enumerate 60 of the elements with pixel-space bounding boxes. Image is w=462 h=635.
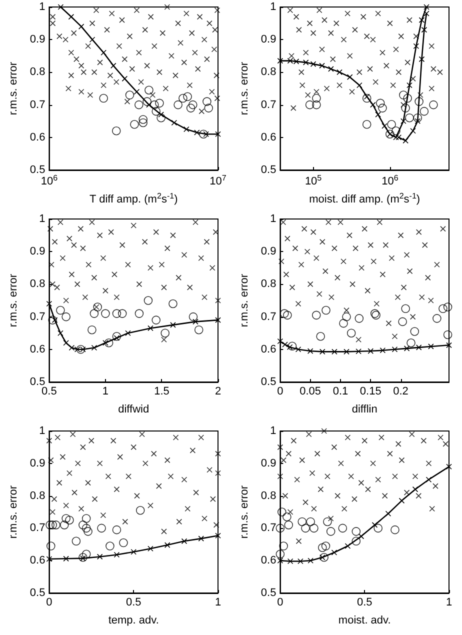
x-axis-title: difflin — [352, 404, 378, 416]
y-tick-label: 0.8 — [260, 278, 276, 290]
y-tick-label: 0.8 — [260, 490, 276, 502]
x-tick-label: 0 — [277, 596, 284, 608]
x-axis-title: temp. adv. — [108, 614, 159, 626]
y-tick-label: 0.6 — [260, 343, 276, 356]
y-tick-label: 0.6 — [260, 131, 276, 144]
y-tick-label: 0.9 — [30, 457, 46, 470]
x-axis-title: moist. adv. — [338, 614, 391, 626]
y-tick-label: 0.7 — [260, 98, 276, 111]
y-tick-label: 0.5 — [260, 376, 276, 388]
y-tick-label: 0.8 — [30, 490, 46, 502]
y-tick-label: 0.6 — [260, 554, 276, 567]
y-tick-label: 0.8 — [30, 66, 46, 78]
x-tick-label: 0.1 — [332, 386, 348, 398]
y-axis-title: r.m.s. error — [8, 485, 20, 539]
y-tick-label: 0.7 — [30, 98, 46, 111]
y-axis-title: r.m.s. error — [238, 485, 250, 539]
y-axis-title: r.m.s. error — [238, 62, 250, 116]
x-tick-label: 1 — [214, 596, 222, 608]
x-tick-label: 0 — [46, 596, 52, 608]
y-tick-label: 1 — [270, 213, 276, 225]
y-tick-label: 0.5 — [30, 587, 46, 599]
x-tick-label: 0.5 — [356, 596, 372, 608]
y-tick-label: 0.9 — [260, 34, 276, 46]
x-axis-title: diffwid — [118, 404, 150, 416]
y-tick-label: 0.5 — [260, 164, 276, 176]
y-axis-title: r.m.s. error — [238, 274, 250, 328]
y-tick-label: 0.5 — [260, 587, 276, 599]
y-tick-label: 0.9 — [260, 246, 276, 258]
x-tick-label: 0.2 — [393, 386, 408, 398]
y-tick-label: 1 — [270, 1, 276, 13]
y-tick-label: 0.7 — [30, 310, 46, 323]
x-tick-label: 0.05 — [300, 386, 322, 398]
y-tick-label: 0.9 — [30, 34, 46, 46]
y-axis-title: r.m.s. error — [8, 62, 20, 116]
x-tick-label: 0.15 — [360, 386, 382, 398]
y-tick-label: 0.6 — [30, 343, 46, 356]
y-tick-label: 0.6 — [30, 131, 46, 144]
y-tick-label: 0.9 — [30, 246, 46, 258]
x-tick-label: 1 — [102, 386, 109, 398]
y-tick-label: 1 — [39, 1, 46, 13]
y-tick-label: 0.7 — [260, 522, 276, 534]
y-tick-label: 1 — [39, 213, 46, 225]
y-axis-title: r.m.s. error — [8, 274, 20, 328]
y-tick-label: 1 — [39, 425, 46, 437]
y-tick-label: 0.5 — [30, 376, 46, 388]
y-tick-label: 0.6 — [30, 554, 46, 567]
y-tick-label: 0.7 — [260, 310, 276, 323]
x-tick-label: 1.5 — [154, 386, 170, 398]
y-tick-label: 0.8 — [30, 278, 46, 290]
y-tick-label: 0.5 — [30, 164, 46, 176]
x-tick-label: 0.5 — [126, 596, 142, 608]
x-tick-label: 1 — [446, 596, 452, 608]
x-tick-label: 0 — [277, 386, 284, 398]
y-tick-label: 0.8 — [260, 66, 276, 78]
y-tick-label: 0.7 — [30, 522, 46, 534]
y-tick-label: 1 — [270, 425, 276, 437]
y-tick-label: 0.9 — [260, 457, 276, 470]
x-tick-label: 2 — [214, 386, 222, 398]
